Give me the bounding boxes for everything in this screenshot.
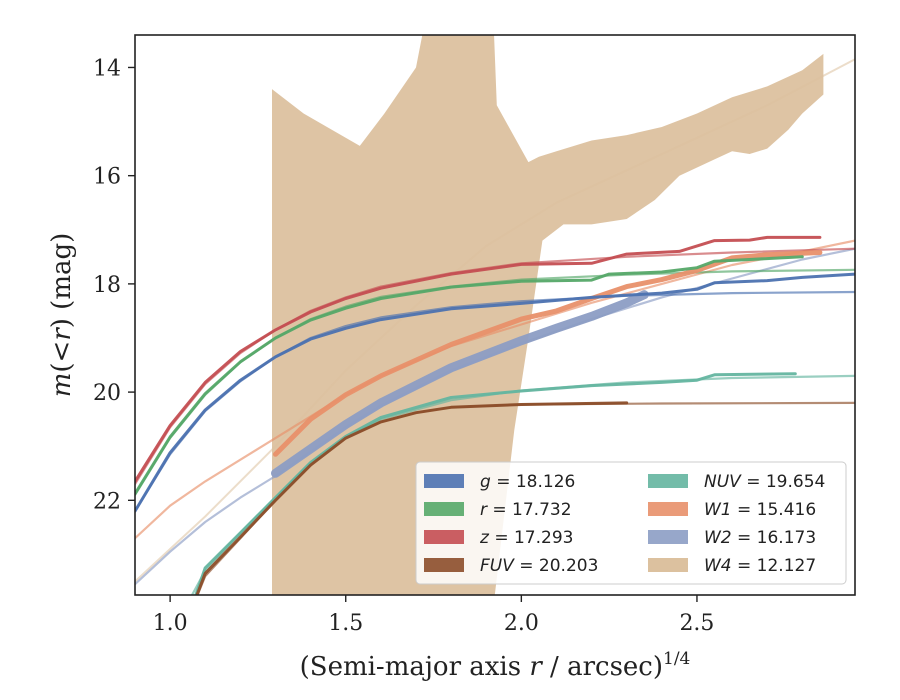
legend-swatch-nuv [648, 474, 688, 488]
legend: g = 18.126 r = 17.732 z = 17.293 FUV = 20.2… [415, 461, 847, 585]
legend-swatch-fuv [424, 558, 464, 572]
legend-swatch-w4 [648, 558, 688, 572]
observed-profile-fuv [195, 401, 629, 595]
observed-profile-nuv [194, 372, 797, 595]
legend-label-w4: W4 = 12.127 [704, 556, 816, 576]
x-tick-label: 1.0 [153, 611, 188, 636]
legend-swatch-w2 [648, 530, 688, 544]
legend-label-r: r = 17.732 [480, 500, 572, 520]
plot-frame [134, 34, 856, 596]
y-tick-label: 20 [93, 381, 121, 406]
legend-label-nuv: NUV = 19.654 [704, 472, 825, 492]
observed-profile-z [135, 235, 822, 483]
legend-swatch-w1 [648, 502, 688, 516]
observed-profile-g [135, 272, 855, 513]
x-tick-label: 2.0 [504, 611, 539, 636]
legend-swatch-z [424, 530, 464, 544]
y-tick-label: 18 [93, 273, 121, 298]
x-axis-label: (Semi-major axis r / arcsec)1/4 [300, 649, 691, 682]
legend-label-w1: W1 = 15.416 [704, 500, 816, 520]
observed-profile-r [135, 255, 804, 496]
model-curve-w4 [135, 58, 855, 583]
legend-swatch-r [424, 502, 464, 516]
data-layer [135, 35, 855, 595]
x-tick-label: 2.5 [679, 611, 714, 636]
legend-label-w2: W2 = 16.173 [704, 528, 816, 548]
legend-swatch-g [424, 474, 464, 488]
legend-label-g: g = 18.126 [480, 472, 575, 492]
x-tick-label: 1.5 [328, 611, 363, 636]
legend-label-z: z = 17.293 [479, 528, 573, 548]
legend-label-fuv: FUV = 20.203 [480, 556, 598, 576]
legend-box [415, 461, 847, 585]
observed-profile-w2 [271, 290, 649, 478]
y-tick-label: 14 [93, 56, 121, 81]
ticks-layer: 1.0 1.5 2.0 2.5 14 16 18 20 22 [93, 56, 714, 636]
y-tick-label: 16 [93, 165, 121, 190]
y-tick-label: 22 [93, 489, 121, 514]
w4-uncertainty-band [272, 35, 824, 595]
y-axis-label: m(<r) (mag) [47, 233, 77, 398]
